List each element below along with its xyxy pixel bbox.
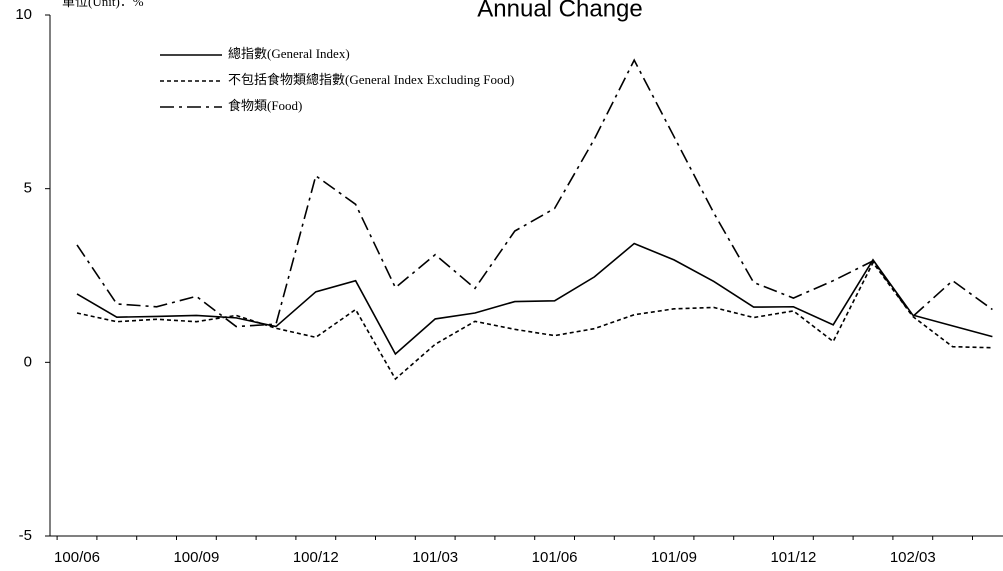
x-tick-label: 100/06	[54, 549, 100, 566]
legend-label: 不包括食物類總指數(General Index Excluding Food)	[228, 72, 514, 87]
x-tick-label: 100/09	[173, 549, 219, 566]
x-tick-label: 101/06	[532, 549, 578, 566]
x-tick-label: 102/03	[890, 549, 936, 566]
legend-label: 總指數(General Index)	[228, 46, 350, 61]
unit-label: 單位(Unit)：%	[62, 0, 144, 9]
y-tick-label: 5	[24, 180, 32, 197]
legend-label: 食物類(Food)	[228, 98, 302, 113]
series-line	[76, 58, 993, 328]
chart-title: Annual Change	[477, 0, 642, 22]
x-tick-label: 101/09	[651, 549, 697, 566]
y-tick-label: 0	[24, 353, 32, 370]
series-line	[76, 261, 993, 381]
y-tick-label: 10	[15, 6, 32, 23]
x-tick-label: 100/12	[293, 549, 339, 566]
x-tick-label: 101/12	[770, 549, 816, 566]
y-tick-label: -5	[19, 527, 32, 544]
x-tick-label: 101/03	[412, 549, 458, 566]
series-line	[76, 242, 993, 356]
